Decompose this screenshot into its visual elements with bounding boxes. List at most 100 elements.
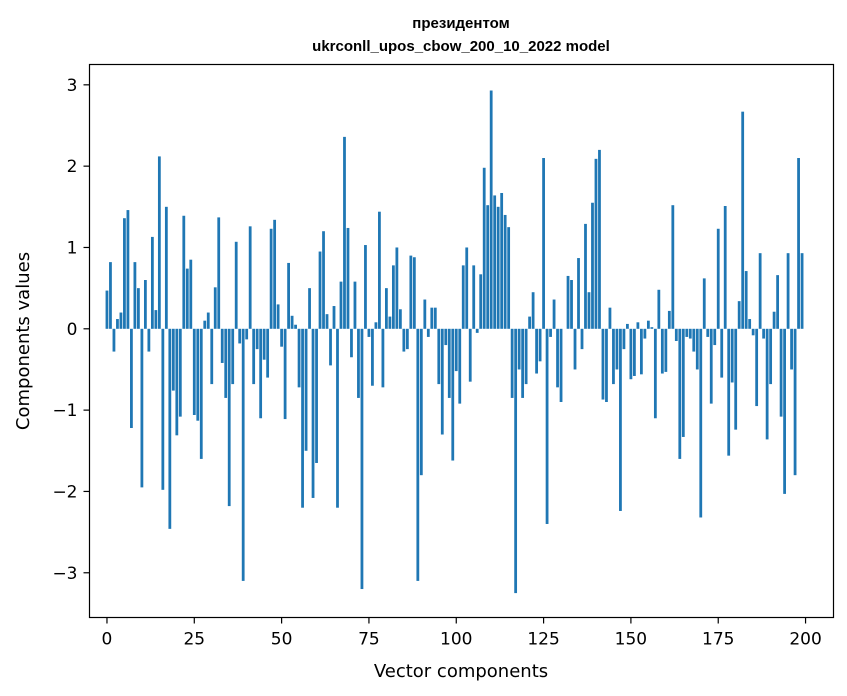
bar-11 [143, 280, 147, 329]
bar-190 [769, 328, 773, 385]
bar-146 [615, 328, 619, 370]
bar-94 [433, 307, 437, 329]
bar-17 [164, 206, 168, 329]
bar-7 [130, 328, 133, 429]
bar-112 [496, 206, 500, 329]
bar-149 [626, 323, 629, 329]
bar-194 [783, 328, 786, 494]
bar-124 [538, 328, 542, 362]
bar-82 [391, 265, 395, 329]
chart-title-line1: президентом [412, 15, 509, 32]
bar-139 [591, 202, 594, 329]
x-tick-label: 75 [358, 630, 380, 650]
bar-79 [381, 328, 385, 388]
bar-74 [364, 245, 367, 329]
bar-44 [259, 328, 263, 419]
bar-45 [262, 328, 266, 360]
y-tick-label: −2 [52, 482, 77, 502]
bar-49 [276, 304, 280, 329]
bar-188 [762, 328, 766, 339]
bar-1 [109, 262, 112, 329]
bar-165 [681, 328, 685, 437]
bar-84 [398, 309, 402, 329]
bar-9 [137, 288, 140, 329]
bar-134 [573, 328, 577, 370]
bar-164 [678, 328, 682, 459]
bar-42 [252, 328, 256, 385]
plot-frame [88, 63, 835, 619]
bar-73 [360, 328, 364, 590]
bar-175 [716, 228, 720, 329]
bar-143 [605, 328, 608, 402]
x-tick-label: 0 [102, 630, 113, 650]
bar-133 [570, 280, 573, 329]
bar-145 [612, 328, 615, 385]
bar-46 [266, 328, 270, 378]
bar-152 [636, 322, 640, 329]
bar-69 [346, 227, 350, 329]
bars-group [105, 90, 804, 594]
bar-90 [419, 328, 423, 476]
bar-126 [545, 328, 549, 524]
bar-62 [322, 231, 325, 329]
bar-20 [175, 328, 179, 436]
bar-129 [556, 328, 559, 388]
bar-186 [755, 328, 759, 407]
bar-28 [203, 320, 207, 329]
bar-189 [765, 328, 769, 440]
bar-123 [535, 328, 538, 374]
bar-12 [147, 328, 151, 352]
bar-180 [734, 328, 738, 430]
bar-89 [416, 328, 420, 581]
bar-63 [325, 314, 329, 329]
bar-88 [412, 257, 416, 329]
y-axis-label: Components values [13, 252, 34, 430]
bar-10 [140, 328, 144, 488]
bar-18 [168, 328, 172, 529]
bar-93 [430, 307, 434, 329]
x-tick-label: 150 [615, 630, 647, 650]
bar-58 [308, 288, 311, 329]
bar-48 [273, 219, 277, 329]
bar-144 [608, 307, 612, 329]
bar-41 [248, 226, 252, 329]
bar-108 [482, 167, 486, 329]
bar-91 [423, 299, 427, 329]
bar-102 [461, 265, 465, 329]
bar-148 [622, 328, 626, 350]
bar-196 [790, 328, 793, 370]
x-tick-label: 25 [183, 630, 205, 650]
bar-78 [378, 211, 381, 329]
bar-199 [800, 253, 804, 329]
bar-6 [126, 210, 130, 329]
bar-127 [549, 328, 552, 337]
bar-153 [639, 328, 643, 375]
bar-43 [255, 328, 259, 350]
bar-101 [458, 328, 462, 404]
bar-113 [500, 192, 504, 329]
bar-86 [405, 328, 409, 350]
bar-85 [402, 328, 406, 352]
y-axis: −3 −2 −1 0 1 2 3 [52, 76, 90, 584]
bar-33 [220, 328, 224, 363]
bar-106 [475, 328, 479, 333]
bar-34 [224, 328, 228, 398]
y-tick-label: −1 [52, 401, 77, 421]
bar-198 [797, 158, 800, 329]
bar-195 [786, 253, 790, 329]
bar-53 [290, 315, 294, 329]
bar-177 [723, 206, 727, 329]
bar-120 [524, 328, 528, 385]
bar-174 [713, 328, 717, 346]
bar-77 [374, 322, 378, 329]
bar-68 [343, 136, 346, 329]
bar-150 [629, 328, 633, 380]
bar-147 [619, 328, 622, 511]
bar-80 [385, 288, 388, 329]
bar-192 [776, 275, 780, 329]
bar-21 [178, 328, 182, 417]
bar-66 [336, 328, 339, 508]
bar-107 [479, 274, 483, 329]
bar-24 [189, 259, 193, 329]
bar-75 [367, 328, 371, 337]
